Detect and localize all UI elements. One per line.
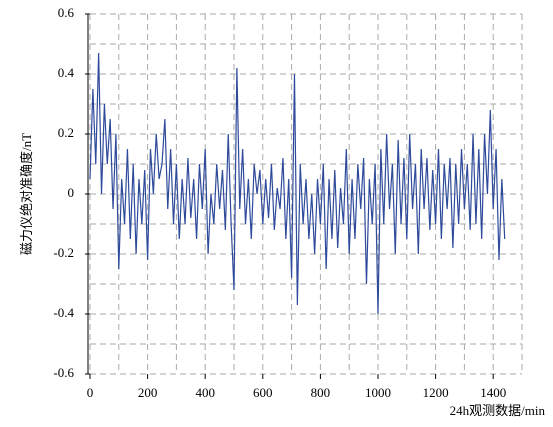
y-tick-label: 0 xyxy=(68,185,75,200)
y-tick-label: 0.4 xyxy=(58,65,75,80)
x-tick-label: 1200 xyxy=(423,385,449,400)
x-tick-label: 600 xyxy=(253,385,273,400)
x-tick-label: 1400 xyxy=(480,385,506,400)
x-axis-label: 24h观测数据/min xyxy=(450,403,546,418)
y-tick-label: 0.2 xyxy=(58,125,74,140)
x-tick-label: 200 xyxy=(138,385,158,400)
y-tick-label: -0.2 xyxy=(53,245,74,260)
x-tick-label: 0 xyxy=(87,385,94,400)
x-tick-label: 400 xyxy=(195,385,215,400)
x-tick-label: 1000 xyxy=(365,385,391,400)
y-tick-label: 0.6 xyxy=(58,5,75,20)
y-tick-label: -0.6 xyxy=(53,365,74,380)
x-tick-label: 800 xyxy=(311,385,331,400)
y-axis-label: 磁力仪绝对准确度/nT xyxy=(19,133,34,255)
y-tick-label: -0.4 xyxy=(53,305,74,320)
data-line xyxy=(89,52,506,315)
